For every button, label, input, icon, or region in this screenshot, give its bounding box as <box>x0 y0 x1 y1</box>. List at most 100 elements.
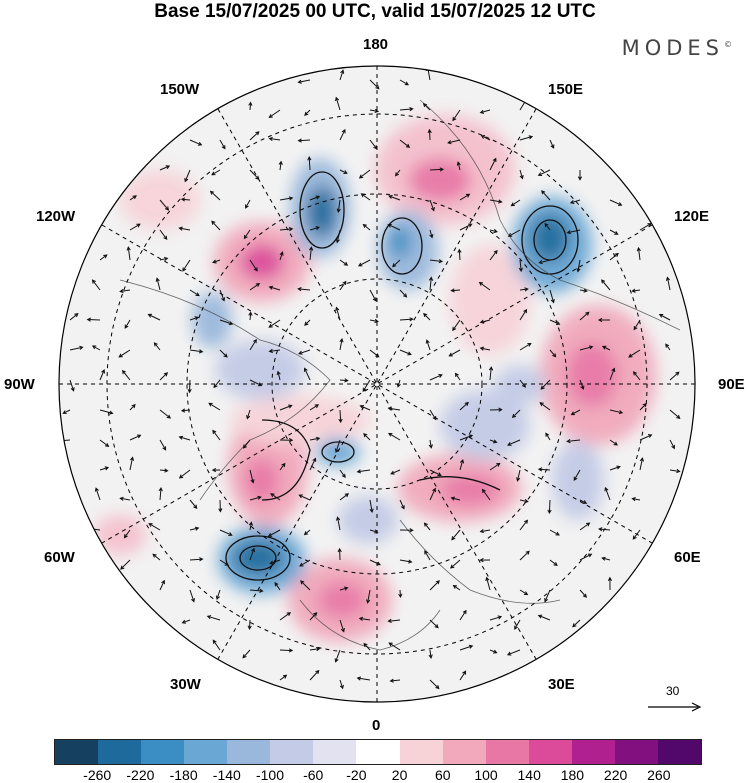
wind-arrow <box>631 288 641 293</box>
wind-arrow <box>387 223 401 231</box>
wind-arrow <box>429 619 439 629</box>
wind-arrow <box>339 337 344 351</box>
wind-arrow <box>390 469 401 475</box>
wind-arrow <box>609 439 618 446</box>
wind-arrow <box>129 434 142 441</box>
wind-arrow <box>479 319 491 324</box>
wind-arrow <box>159 372 169 381</box>
wind-arrow <box>335 306 341 321</box>
wind-arrow <box>369 559 381 566</box>
wind-arrow <box>184 169 191 183</box>
wind-arrow <box>549 319 561 325</box>
wind-arrow <box>479 529 491 534</box>
wind-arrow <box>180 197 191 202</box>
wind-arrow <box>248 311 253 321</box>
wind-arrow <box>459 223 473 231</box>
wind-arrow <box>387 432 401 441</box>
colorbar-segment <box>227 740 271 764</box>
wind-arrow <box>119 496 131 501</box>
wind-arrow <box>218 499 223 513</box>
wind-arrow <box>369 139 378 150</box>
wind-arrow <box>126 246 131 261</box>
wind-arrow <box>514 619 521 630</box>
colorbar-segment <box>614 740 658 764</box>
wind-arrow <box>339 586 349 591</box>
colorbar-segment <box>98 740 142 764</box>
wind-arrow <box>309 195 321 201</box>
wind-arrow <box>299 559 311 567</box>
wind-arrow <box>450 288 461 293</box>
wind-arrow <box>448 349 461 357</box>
wind-arrow <box>369 499 374 514</box>
colorbar-segment <box>356 740 400 764</box>
colorbar-segment <box>399 740 443 764</box>
colorbar-tick-label: 140 <box>517 767 541 783</box>
wind-arrow <box>159 579 165 591</box>
wind-arrow <box>249 547 255 561</box>
wind-arrow <box>219 529 233 536</box>
wind-arrow <box>598 527 611 532</box>
wind-arrow <box>356 469 371 474</box>
longitude-label-0: 0 <box>372 717 381 734</box>
colorbar-segment <box>657 740 701 764</box>
wind-arrow <box>300 580 311 591</box>
wind-arrow <box>279 404 293 411</box>
wind-arrow <box>119 289 131 294</box>
wind-arrow <box>362 223 371 231</box>
wind-arrow <box>479 346 491 351</box>
wind-arrow <box>129 456 135 471</box>
wind-arrow <box>429 167 445 172</box>
wind-arrow <box>339 679 344 690</box>
wind-arrow <box>519 379 526 388</box>
wind-arrow <box>189 589 195 603</box>
wind-arrow <box>189 557 204 562</box>
wind-arrow <box>387 406 401 411</box>
colorbar-segment <box>313 740 357 764</box>
wind-arrow <box>428 649 433 659</box>
wind-arrow <box>69 345 84 351</box>
wind-arrow <box>665 343 671 351</box>
wind-arrow <box>211 467 221 473</box>
wind-arrow <box>639 223 652 231</box>
wind-arrow <box>519 498 529 504</box>
wind-arrow <box>429 374 443 381</box>
wind-arrow <box>359 405 371 411</box>
wind-arrow <box>669 439 675 450</box>
longitude-label-30w: 30W <box>170 676 201 693</box>
wind-arrow <box>339 69 345 81</box>
wind-arrow <box>632 529 641 540</box>
wind-arrow <box>159 409 172 419</box>
wind-arrow <box>309 457 317 471</box>
wind-arrow <box>308 246 314 261</box>
wind-arrow <box>307 156 312 171</box>
colorbar-segment <box>184 740 228 764</box>
wind-arrow <box>357 259 371 267</box>
wind-arrow <box>429 487 436 501</box>
wind-arrow <box>159 229 168 241</box>
wind-arrow <box>519 519 529 531</box>
wind-arrow <box>639 434 653 441</box>
wind-arrow <box>456 161 461 171</box>
colorbar <box>54 739 702 765</box>
wind-arrow <box>269 559 281 565</box>
wind-arrow <box>628 349 641 358</box>
wind-arrow <box>335 96 341 111</box>
wind-arrow <box>339 259 349 266</box>
wind-arrow <box>392 259 401 268</box>
wind-arrow <box>459 434 474 441</box>
wind-arrow <box>579 345 594 351</box>
wind-arrow <box>480 135 491 141</box>
wind-arrow <box>633 319 641 331</box>
wind-arrow <box>538 259 551 265</box>
wind-arrow <box>459 670 467 681</box>
wind-arrow <box>99 254 108 261</box>
wind-arrow <box>609 252 619 261</box>
wind-arrow <box>510 199 521 207</box>
wind-arrow <box>387 618 401 624</box>
wind-arrow <box>609 367 616 381</box>
wind-arrow <box>189 349 204 354</box>
wind-arrow <box>212 639 221 651</box>
wind-arrow <box>576 259 581 273</box>
wind-arrow <box>427 128 432 141</box>
wind-arrow <box>459 644 474 651</box>
